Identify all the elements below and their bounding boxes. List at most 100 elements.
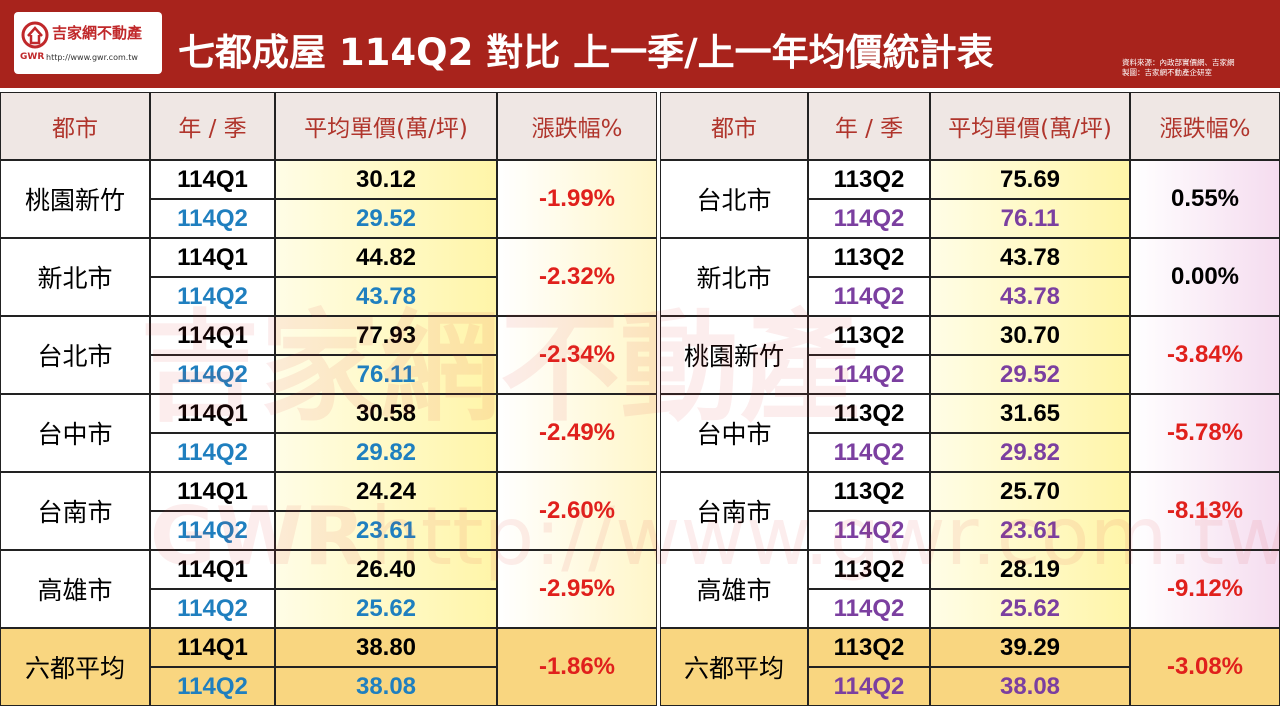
change-cell: -2.49% — [497, 394, 657, 472]
price-cell: 29.82 — [275, 433, 497, 472]
period-cell: 114Q1 — [150, 238, 275, 277]
price-cell: 43.78 — [930, 238, 1130, 277]
period-cell: 113Q2 — [808, 628, 930, 667]
city-cell: 台中市 — [0, 394, 150, 472]
logo-url: http://www.gwr.com.tw — [46, 53, 138, 62]
logo: 吉家網不動產 GWR http://www.gwr.com.tw — [14, 12, 162, 74]
period-cell: 114Q1 — [150, 472, 275, 511]
period-cell: 114Q1 — [150, 160, 275, 199]
price-cell: 25.62 — [275, 589, 497, 628]
period-cell: 113Q2 — [808, 550, 930, 589]
period-cell: 113Q2 — [808, 238, 930, 277]
period-cell: 114Q2 — [808, 433, 930, 472]
city-cell: 台中市 — [660, 394, 808, 472]
change-cell: -2.60% — [497, 472, 657, 550]
price-cell: 77.93 — [275, 316, 497, 355]
period-cell: 113Q2 — [808, 472, 930, 511]
price-cell: 23.61 — [275, 511, 497, 550]
period-cell: 114Q1 — [150, 316, 275, 355]
price-cell: 43.78 — [275, 277, 497, 316]
period-cell: 114Q2 — [150, 511, 275, 550]
logo-name: 吉家網不動產 — [52, 24, 143, 42]
period-cell: 114Q2 — [808, 511, 930, 550]
period-cell: 114Q1 — [150, 628, 275, 667]
change-cell: 0.55% — [1130, 160, 1280, 238]
period-cell: 114Q1 — [150, 394, 275, 433]
logo-icon — [21, 21, 49, 49]
city-cell: 新北市 — [660, 238, 808, 316]
price-cell: 76.11 — [930, 199, 1130, 238]
price-cell: 76.11 — [275, 355, 497, 394]
city-cell: 六都平均 — [0, 628, 150, 706]
price-cell: 44.82 — [275, 238, 497, 277]
change-cell: -8.13% — [1130, 472, 1280, 550]
source-line: 資料來源：內政部實價網、吉家網 — [1122, 58, 1235, 67]
change-cell: -2.34% — [497, 316, 657, 394]
column-header: 都市 — [660, 92, 808, 160]
change-cell: -3.08% — [1130, 628, 1280, 706]
title: 七都成屋 114Q2 對比 上一季/上一年均價統計表 — [178, 31, 994, 74]
column-header: 年 / 季 — [808, 92, 930, 160]
period-cell: 113Q2 — [808, 160, 930, 199]
price-cell: 30.58 — [275, 394, 497, 433]
change-cell: -1.86% — [497, 628, 657, 706]
change-cell: -2.95% — [497, 550, 657, 628]
period-cell: 114Q2 — [808, 355, 930, 394]
city-cell: 台南市 — [0, 472, 150, 550]
price-cell: 25.70 — [930, 472, 1130, 511]
city-cell: 高雄市 — [0, 550, 150, 628]
city-cell: 桃園新竹 — [660, 316, 808, 394]
price-cell: 28.19 — [930, 550, 1130, 589]
period-cell: 114Q2 — [150, 277, 275, 316]
period-cell: 114Q2 — [150, 199, 275, 238]
period-cell: 113Q2 — [808, 316, 930, 355]
city-cell: 新北市 — [0, 238, 150, 316]
city-cell: 六都平均 — [660, 628, 808, 706]
price-cell: 23.61 — [930, 511, 1130, 550]
city-cell: 台北市 — [660, 160, 808, 238]
period-cell: 113Q2 — [808, 394, 930, 433]
price-cell: 29.52 — [275, 199, 497, 238]
change-cell: -2.32% — [497, 238, 657, 316]
price-cell: 30.12 — [275, 160, 497, 199]
column-header: 年 / 季 — [150, 92, 275, 160]
change-cell: -1.99% — [497, 160, 657, 238]
source: 資料來源：內政部實價網、吉家網 製圖：吉家網不動產企研室 — [1122, 58, 1235, 78]
price-cell: 29.82 — [930, 433, 1130, 472]
price-cell: 43.78 — [930, 277, 1130, 316]
period-cell: 114Q1 — [150, 550, 275, 589]
column-header: 漲跌幅% — [497, 92, 657, 160]
change-cell: 0.00% — [1130, 238, 1280, 316]
city-cell: 桃園新竹 — [0, 160, 150, 238]
price-cell: 38.08 — [930, 667, 1130, 706]
city-cell: 台北市 — [0, 316, 150, 394]
change-cell: -9.12% — [1130, 550, 1280, 628]
period-cell: 114Q2 — [808, 277, 930, 316]
source-line: 製圖：吉家網不動產企研室 — [1122, 68, 1212, 77]
price-cell: 30.70 — [930, 316, 1130, 355]
price-cell: 38.08 — [275, 667, 497, 706]
price-cell: 24.24 — [275, 472, 497, 511]
period-cell: 114Q2 — [150, 589, 275, 628]
logo-sub: GWR — [20, 52, 45, 62]
period-cell: 114Q2 — [150, 667, 275, 706]
price-cell: 25.62 — [930, 589, 1130, 628]
price-cell: 31.65 — [930, 394, 1130, 433]
period-cell: 114Q2 — [808, 199, 930, 238]
period-cell: 114Q2 — [808, 589, 930, 628]
header-bar: 吉家網不動產 GWR http://www.gwr.com.tw 七都成屋 11… — [0, 0, 1280, 88]
column-header: 都市 — [0, 92, 150, 160]
city-cell: 台南市 — [660, 472, 808, 550]
price-cell: 39.29 — [930, 628, 1130, 667]
price-cell: 26.40 — [275, 550, 497, 589]
change-cell: -5.78% — [1130, 394, 1280, 472]
period-cell: 114Q2 — [808, 667, 930, 706]
period-cell: 114Q2 — [150, 433, 275, 472]
column-header: 平均單價(萬/坪) — [275, 92, 497, 160]
city-cell: 高雄市 — [660, 550, 808, 628]
column-header: 漲跌幅% — [1130, 92, 1280, 160]
change-cell: -3.84% — [1130, 316, 1280, 394]
price-cell: 75.69 — [930, 160, 1130, 199]
column-header: 平均單價(萬/坪) — [930, 92, 1130, 160]
